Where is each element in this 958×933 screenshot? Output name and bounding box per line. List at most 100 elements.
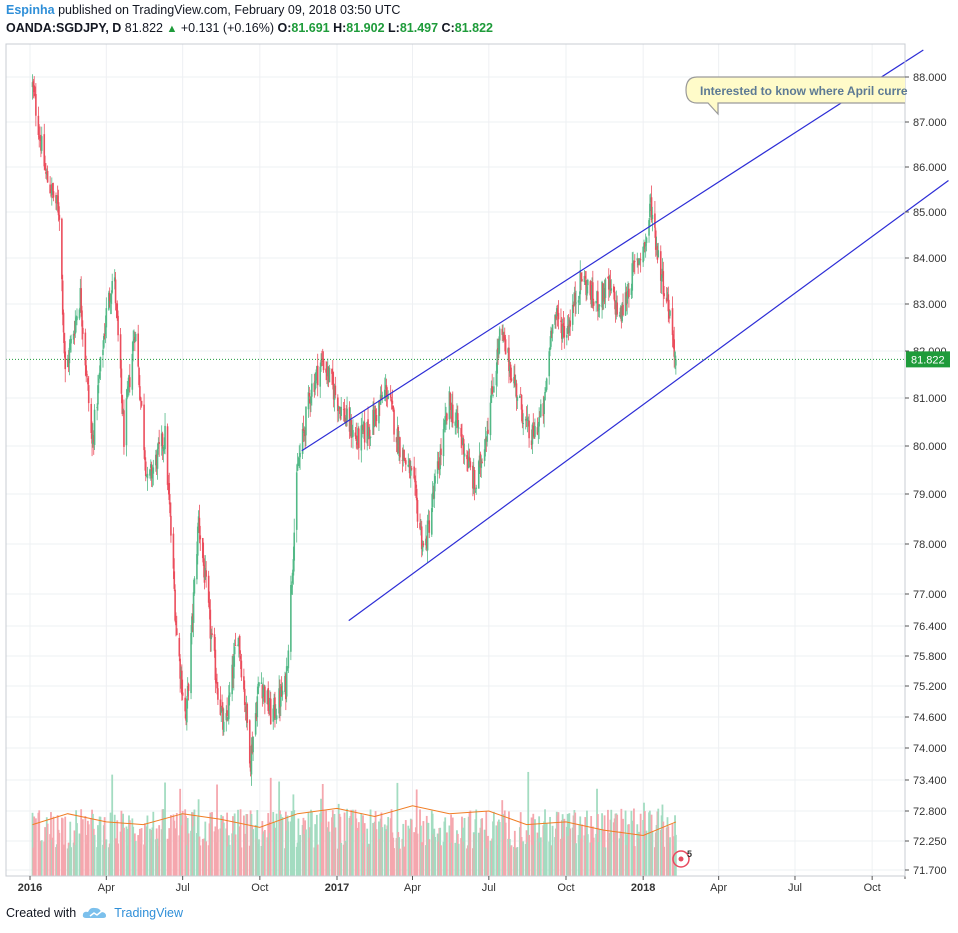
candle-body xyxy=(301,429,304,454)
volume-bar xyxy=(187,833,190,876)
footer: Created with TradingView xyxy=(6,906,183,920)
y-tick-label: 79.000 xyxy=(913,489,947,501)
candle-body xyxy=(374,409,377,414)
candle-body xyxy=(103,333,106,337)
x-tick-label: 2018 xyxy=(631,882,655,894)
candle-body xyxy=(498,328,501,341)
candle-body xyxy=(527,419,530,421)
candle-body xyxy=(175,620,177,626)
candle-body xyxy=(501,328,504,335)
candle-body xyxy=(467,458,469,468)
candle-body xyxy=(243,688,246,706)
volume-bar xyxy=(551,825,554,876)
candle-body xyxy=(34,93,36,96)
candle-body xyxy=(463,453,466,457)
volume-bar xyxy=(222,822,225,876)
candle-body xyxy=(246,703,249,723)
candle-body xyxy=(657,250,660,258)
volume-bar xyxy=(457,843,460,876)
volume-bar xyxy=(322,810,325,876)
candle-body xyxy=(568,319,571,333)
candle-body xyxy=(362,425,364,431)
volume-ma-line xyxy=(32,805,677,837)
candle-body xyxy=(326,366,329,377)
candle-body xyxy=(268,710,270,711)
candle-body xyxy=(139,386,141,400)
candle-body xyxy=(514,374,516,386)
candle-body xyxy=(198,517,201,534)
candle-body xyxy=(248,720,251,764)
candle-body xyxy=(419,522,421,529)
candle-body xyxy=(162,446,165,452)
candle-body xyxy=(639,258,641,260)
candle-body xyxy=(311,383,313,397)
author-link[interactable]: Espinha xyxy=(6,3,55,17)
volume-bar xyxy=(340,842,343,876)
candle-body xyxy=(237,644,239,646)
x-tick-label: Oct xyxy=(557,882,574,894)
channel-lines[interactable] xyxy=(301,49,949,622)
candle-body xyxy=(249,761,252,772)
candle-body xyxy=(215,678,218,683)
candle-body xyxy=(172,533,175,569)
candle-body xyxy=(413,466,415,479)
candle-body xyxy=(372,409,374,435)
volume-bar xyxy=(346,808,348,876)
candle-body xyxy=(167,485,170,486)
candle-body xyxy=(393,409,395,435)
candle-body xyxy=(316,365,319,386)
candle-body xyxy=(385,385,388,397)
y-tick-label: 74.600 xyxy=(913,712,947,724)
candle-body xyxy=(631,263,634,291)
candle-body xyxy=(233,646,236,655)
candle-body xyxy=(404,460,407,465)
candle-body xyxy=(628,288,630,297)
candle-body xyxy=(425,536,428,549)
candle-body xyxy=(151,470,154,479)
candle-body xyxy=(586,286,588,296)
candle-body xyxy=(351,436,353,438)
volume-bar xyxy=(164,782,166,876)
candle-body xyxy=(493,386,495,393)
candle-body xyxy=(655,244,658,248)
candle-body xyxy=(307,392,310,410)
candle-body xyxy=(449,392,452,406)
candle-body xyxy=(81,310,83,327)
candle-body xyxy=(345,417,348,424)
candle-body xyxy=(625,291,628,306)
y-tick-label: 76.400 xyxy=(913,621,947,633)
axes: 88.00087.00086.00085.00084.00083.00082.0… xyxy=(5,43,950,894)
candle-body xyxy=(521,409,524,424)
price-chart[interactable]: 88.00087.00086.00085.00084.00083.00082.0… xyxy=(0,38,958,933)
candle-body xyxy=(454,421,457,426)
candle-body xyxy=(304,430,306,437)
candle-body xyxy=(208,601,211,609)
symbol-name: OANDA:SGDJPY, D xyxy=(6,21,122,35)
last-price-tag xyxy=(906,351,950,368)
last-price: 81.822 xyxy=(124,21,164,35)
annotation-callout[interactable]: Interested to know where April curre 5 xyxy=(672,76,908,868)
low-label: L: xyxy=(388,21,400,35)
candle-body xyxy=(221,705,223,707)
candle-body xyxy=(630,288,633,295)
candle-body xyxy=(399,437,401,458)
tradingview-link[interactable]: TradingView xyxy=(114,906,183,920)
volume-bar xyxy=(226,812,229,876)
candle-body xyxy=(92,435,94,445)
candle-body xyxy=(592,282,594,301)
candle-body xyxy=(368,427,370,439)
candle-body xyxy=(466,455,468,460)
candle-body xyxy=(128,375,130,387)
candle-body xyxy=(273,697,275,710)
candle-body xyxy=(245,704,248,714)
volume-bar xyxy=(58,832,61,876)
candle-body xyxy=(332,383,335,400)
candle-body xyxy=(403,449,405,459)
volume-bar xyxy=(117,843,119,876)
candle-body xyxy=(410,468,412,476)
candle-body xyxy=(225,713,228,721)
candle-body xyxy=(49,184,51,194)
candle-body xyxy=(618,315,621,317)
volume-bar xyxy=(357,822,360,876)
candle-body xyxy=(72,333,75,340)
